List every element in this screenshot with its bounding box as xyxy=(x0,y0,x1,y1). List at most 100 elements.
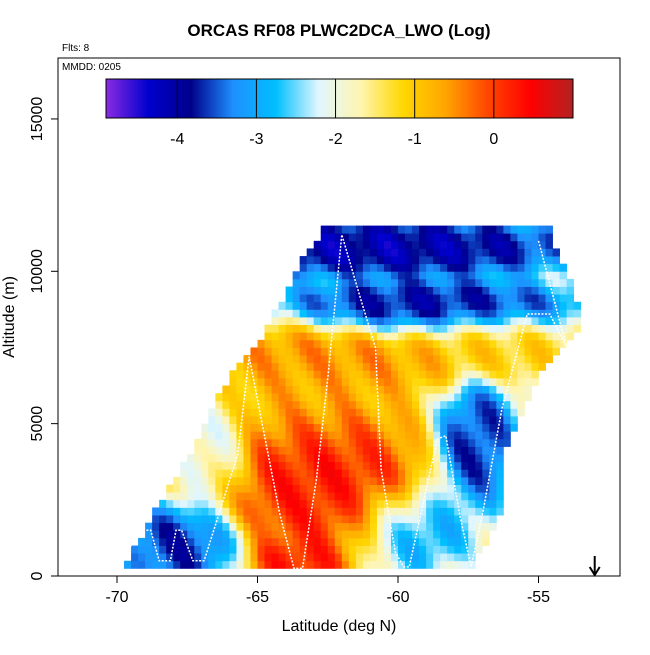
heatmap-cell xyxy=(440,515,448,524)
heatmap-cell xyxy=(461,431,469,440)
heatmap-cell xyxy=(173,507,181,516)
heatmap-cell xyxy=(320,339,329,348)
heatmap-cell xyxy=(341,294,350,303)
heatmap-cell xyxy=(552,263,560,272)
heatmap-cell xyxy=(503,423,511,432)
heatmap-cell xyxy=(243,499,251,508)
heatmap-cell xyxy=(433,278,441,287)
heatmap-cell xyxy=(215,400,223,409)
heatmap-cell xyxy=(545,240,553,249)
heatmap-cell xyxy=(215,408,223,417)
heatmap-cell xyxy=(405,553,413,562)
heatmap-cell xyxy=(292,560,301,569)
heatmap-cell xyxy=(292,301,301,310)
heatmap-cell xyxy=(383,484,392,493)
heatmap-cell xyxy=(405,324,413,333)
heatmap-cell xyxy=(264,446,272,455)
heatmap-cell xyxy=(475,263,483,272)
heatmap-cell xyxy=(426,522,434,531)
heatmap-cell xyxy=(419,347,427,356)
heatmap-cell xyxy=(468,431,476,440)
heatmap-cell xyxy=(489,355,497,364)
heatmap-cell xyxy=(412,278,420,287)
heatmap-cell xyxy=(412,515,420,524)
heatmap-cell xyxy=(398,240,406,249)
heatmap-cell xyxy=(573,324,582,333)
heatmap-cell xyxy=(334,454,343,463)
y-tick-label: 0 xyxy=(29,571,46,580)
heatmap-cell xyxy=(390,423,399,432)
heatmap-cell xyxy=(278,438,286,447)
heatmap-cell xyxy=(454,469,462,478)
heatmap-cell xyxy=(447,377,455,386)
heatmap-cell xyxy=(271,515,279,524)
heatmap-cell xyxy=(496,377,504,386)
heatmap-cell xyxy=(496,278,504,287)
heatmap-cell xyxy=(313,370,322,379)
heatmap-cell xyxy=(320,507,329,516)
heatmap-cell xyxy=(369,370,378,379)
heatmap-cell xyxy=(398,355,406,364)
heatmap-cell xyxy=(320,317,329,326)
heatmap-cell xyxy=(341,423,350,432)
heatmap-cell xyxy=(433,499,441,508)
heatmap-cell xyxy=(383,339,392,348)
heatmap-cell xyxy=(447,385,455,394)
heatmap-cell xyxy=(426,461,434,470)
heatmap-cell xyxy=(327,530,336,539)
heatmap-cell xyxy=(433,553,441,562)
heatmap-cell xyxy=(545,301,553,310)
heatmap-cell xyxy=(454,301,462,310)
heatmap-cell xyxy=(348,385,357,394)
heatmap-cell xyxy=(496,476,504,485)
heatmap-cell xyxy=(517,286,525,295)
heatmap-cell xyxy=(503,294,511,303)
heatmap-cell xyxy=(376,393,385,402)
heatmap-cell xyxy=(482,446,490,455)
heatmap-cell xyxy=(398,438,406,447)
heatmap-cell xyxy=(552,286,560,295)
heatmap-cell xyxy=(405,454,413,463)
heatmap-cell xyxy=(468,271,476,280)
heatmap-cell xyxy=(447,286,455,295)
heatmap-cell xyxy=(243,377,251,386)
heatmap-cell xyxy=(306,530,315,539)
heatmap-cell xyxy=(250,522,258,531)
heatmap-cell xyxy=(187,492,195,501)
heatmap-cell xyxy=(468,530,476,539)
heatmap-cell xyxy=(250,537,258,546)
heatmap-cell xyxy=(362,530,371,539)
heatmap-cell xyxy=(285,438,294,447)
heatmap-cell xyxy=(243,507,251,516)
heatmap-cell xyxy=(257,431,265,440)
heatmap-cell xyxy=(475,240,483,249)
heatmap-cell xyxy=(355,309,364,318)
heatmap-cell xyxy=(271,560,279,569)
heatmap-cell xyxy=(362,339,371,348)
heatmap-cell xyxy=(383,278,392,287)
heatmap-cell xyxy=(236,438,244,447)
heatmap-cell xyxy=(348,370,357,379)
heatmap-cell xyxy=(348,469,357,478)
heatmap-cell xyxy=(313,317,322,326)
heatmap-cell xyxy=(320,522,329,531)
heatmap-cell xyxy=(299,492,308,501)
heatmap-cell xyxy=(299,271,308,280)
heatmap-cell xyxy=(173,476,181,485)
heatmap-cell xyxy=(573,309,582,318)
heatmap-cell xyxy=(461,256,469,265)
heatmap-cell xyxy=(341,553,350,562)
heatmap-cell xyxy=(383,286,392,295)
heatmap-cell xyxy=(440,469,448,478)
heatmap-cell xyxy=(545,256,553,265)
heatmap-cell xyxy=(327,537,336,546)
heatmap-cell xyxy=(327,240,336,249)
heatmap-cell xyxy=(405,377,413,386)
heatmap-cell xyxy=(320,362,329,371)
heatmap-cell xyxy=(454,438,462,447)
heatmap-cell xyxy=(383,370,392,379)
heatmap-cell xyxy=(369,286,378,295)
heatmap-cell xyxy=(454,286,462,295)
heatmap-cell xyxy=(327,362,336,371)
heatmap-cell xyxy=(194,438,202,447)
